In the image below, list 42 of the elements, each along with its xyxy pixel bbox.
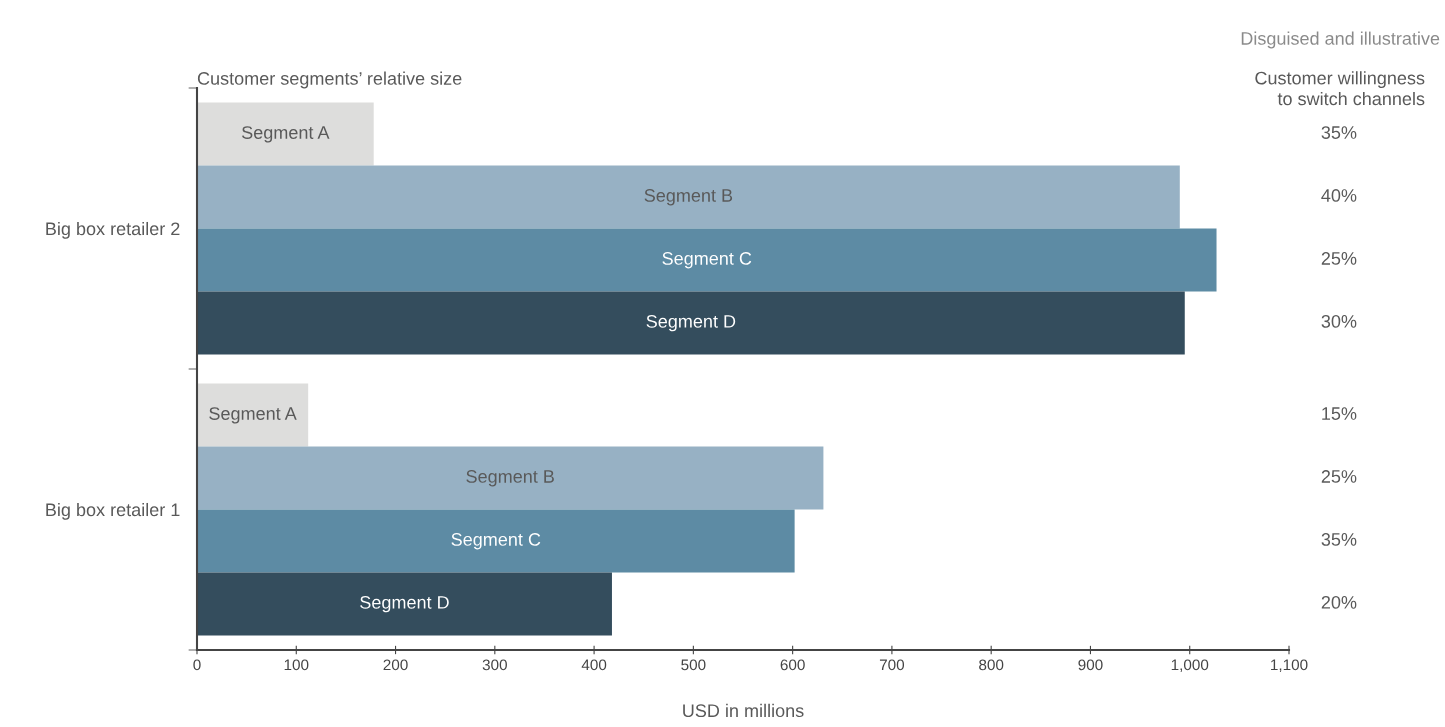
- series-label: Segment B: [644, 189, 733, 206]
- text: 25%: [1321, 470, 1357, 483]
- x-tick-label: 900: [1078, 659, 1103, 671]
- y-tick-label: Big box retailer 1: [46, 502, 180, 520]
- text: 25%: [1321, 252, 1357, 265]
- x-tick-label: 500: [681, 659, 706, 671]
- bar: [197, 446, 824, 510]
- text: Segment D: [646, 314, 736, 332]
- text: Segment C: [451, 533, 541, 550]
- series-label: Segment A: [209, 407, 297, 424]
- x-tick-label: 700: [879, 659, 905, 671]
- x-tick-label: 1,100: [1271, 659, 1308, 673]
- x-tick-label: 1,000: [1171, 659, 1209, 673]
- text: 35%: [1321, 126, 1357, 139]
- x-tick-label: 200: [383, 659, 408, 671]
- text: Segment B: [466, 470, 554, 487]
- text: 15%: [1322, 407, 1357, 420]
- x-axis-title: USD in millions: [683, 703, 804, 718]
- bar: [197, 291, 1185, 355]
- x-tick-label: 800: [979, 659, 1004, 671]
- bar: [197, 102, 374, 166]
- bar: [197, 383, 309, 447]
- text: 30%: [1321, 314, 1357, 328]
- chart-title: Customer segments’ relative size: [197, 71, 462, 89]
- series-label: Segment C: [662, 252, 752, 269]
- text: 40%: [1321, 189, 1357, 202]
- text: 35%: [1321, 533, 1357, 546]
- x-tick-label: 0: [193, 659, 201, 671]
- text: Segment A: [242, 126, 330, 143]
- bar: [197, 228, 1217, 292]
- text: Disguised and illustrative: [1241, 31, 1440, 49]
- series-label: Segment D: [360, 595, 449, 613]
- text: Customer willingness to switch channels: [1255, 71, 1425, 106]
- x-tick-label: 600: [780, 659, 805, 671]
- x-tick-label: 300: [482, 659, 507, 671]
- bar: [197, 509, 795, 573]
- text: 20%: [1321, 595, 1357, 609]
- x-tick-label: 100: [284, 659, 309, 671]
- y-tick-label: Big box retailer 2: [46, 221, 180, 239]
- x-tick-label: 400: [581, 659, 607, 671]
- bar: [197, 572, 612, 636]
- bar: [197, 165, 1180, 229]
